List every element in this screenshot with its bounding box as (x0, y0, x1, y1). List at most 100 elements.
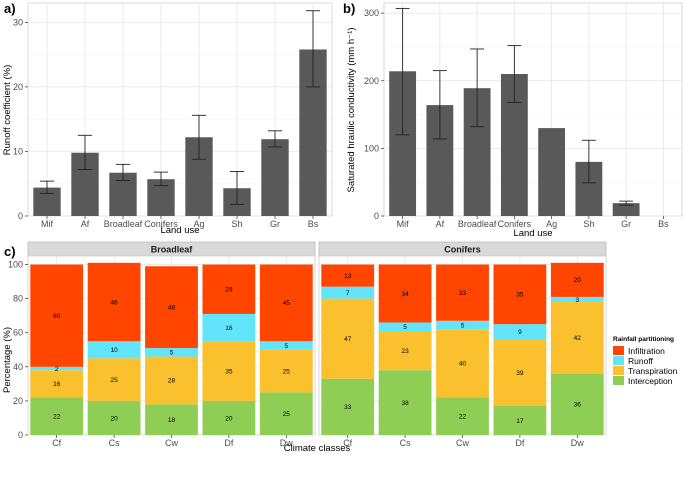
a-x-tick-label: Bs (308, 219, 319, 229)
c-value-label: 22 (459, 414, 467, 421)
c-x-tick-label: Cf (343, 438, 352, 448)
c-value-label: 20 (225, 415, 233, 422)
c-segment-conifers-df-infiltration (493, 264, 547, 325)
legend-label-transpiration: Transpiration (628, 366, 678, 376)
c-value-label: 60 (53, 313, 61, 320)
c-segment-broadleaf-cf-infiltration (30, 264, 84, 367)
c-segment-conifers-cs-runoff (378, 322, 432, 332)
legend-title: Rainfall partitioning (613, 336, 674, 343)
b-y-tick-label: 100 (364, 143, 379, 153)
legend-items: InfiltrationRunoffTranspirationIntercept… (613, 346, 678, 386)
panel-c-y-title: Percentage (%) (2, 327, 13, 393)
c-segment-conifers-cs-infiltration (378, 264, 432, 323)
c-value-label: 47 (344, 336, 352, 343)
c-segment-broadleaf-cf-runoff (30, 366, 84, 371)
c-segment-broadleaf-cw-transpiration (145, 356, 198, 405)
panel-a-label: a) (4, 1, 16, 16)
c-value-label: 7 (346, 290, 350, 297)
c-y-tick-label: 80 (13, 294, 23, 304)
c-x-tick-label: Cs (400, 438, 411, 448)
a-bar-gr (261, 139, 289, 216)
a-x-tick-label: Gr (270, 219, 280, 229)
c-y-tick-label: 20 (13, 396, 23, 406)
b-x-tick-label: Bs (658, 219, 669, 229)
a-x-tick-label: Sh (231, 219, 242, 229)
panel-b-x-ticks: Mif Af Broadleaf Conifers Ag Sh Gr Bs (397, 216, 669, 229)
c-segment-conifers-cw-interception (436, 397, 489, 435)
c-value-label: 40 (459, 361, 467, 368)
c-segment-broadleaf-cs-runoff (87, 341, 141, 359)
c-value-label: 20 (574, 277, 582, 284)
panel-b-y-ticks: 0 100 200 300 (364, 8, 384, 221)
panel-b: b) 0 100 200 300 Mif Af Broadleaf Conifers Ag Sh… (343, 1, 683, 239)
c-value-label: 25 (283, 368, 291, 375)
c-segment-conifers-cf-interception (321, 378, 375, 435)
c-value-label: 33 (459, 290, 467, 297)
c-value-label: 45 (283, 300, 291, 307)
c-segment-broadleaf-dw-runoff (259, 341, 313, 350)
a-x-tick-label: Broadleaf (104, 219, 143, 229)
b-x-tick-label: Gr (621, 219, 631, 229)
a-y-tick-label: 0 (18, 211, 23, 221)
c-value-label: 22 (53, 414, 61, 421)
legend-label-interception: Interception (628, 376, 673, 386)
c-x-tick-label: Df (515, 438, 524, 448)
c-x-tick-label: Cs (109, 438, 120, 448)
b-y-tick-label: 200 (364, 76, 379, 86)
c-segment-broadleaf-cw-interception (145, 404, 198, 435)
c-value-label: 3 (575, 297, 579, 304)
b-y-tick-label: 300 (364, 8, 379, 18)
panel-c: c) Broadleaf Conifers 22 16 2 60 20 25 10 46 18 2… (2, 241, 678, 454)
b-x-tick-label: Sh (583, 219, 594, 229)
c-segment-broadleaf-df-runoff (202, 313, 256, 342)
c-value-label: 18 (168, 417, 176, 424)
a-x-tick-label: Mif (41, 219, 53, 229)
c-segment-conifers-cf-transpiration (321, 298, 375, 379)
b-x-tick-label: Af (436, 219, 445, 229)
panel-b-x-title: Land use (513, 228, 552, 239)
b-x-tick-label: Ag (546, 219, 557, 229)
c-y-tick-label: 0 (18, 430, 23, 440)
panel-a-error-bars (39, 10, 321, 205)
c-value-label: 5 (284, 343, 288, 350)
legend: Rainfall partitioning InfiltrationRunoff… (613, 336, 678, 386)
c-segment-conifers-cw-infiltration (436, 264, 489, 321)
c-value-label: 38 (401, 400, 409, 407)
c-x-tick-label: Cw (165, 438, 178, 448)
a-y-tick-label: 20 (13, 82, 23, 92)
c-segment-conifers-df-runoff (493, 324, 547, 340)
panel-c-x-title: Climate classes (284, 443, 351, 454)
c-value-label: 16 (53, 381, 61, 388)
panel-a-x-ticks: Mif Af Broadleaf Conifers Ag Sh Gr Bs (41, 216, 319, 229)
c-y-tick-label: 100 (8, 260, 23, 270)
panel-c-y-ticks: 0 20 40 60 80 100 (8, 260, 28, 440)
panel-a-bars (33, 49, 327, 216)
c-segment-conifers-cw-runoff (436, 320, 489, 330)
b-bar-gr (612, 203, 640, 216)
c-segment-conifers-dw-interception (550, 373, 604, 435)
c-segment-broadleaf-cs-infiltration (87, 262, 141, 342)
panel-a-x-title: Land use (160, 225, 199, 236)
c-value-label: 5 (461, 322, 465, 329)
c-value-label: 25 (110, 377, 118, 384)
a-x-tick-label: Conifers (144, 219, 178, 229)
c-segment-conifers-dw-runoff (550, 296, 604, 303)
c-value-label: 5 (403, 324, 407, 331)
c-segment-broadleaf-cs-transpiration (87, 358, 141, 401)
a-y-tick-label: 30 (13, 17, 23, 27)
c-x-tick-label: Df (224, 438, 233, 448)
a-x-tick-label: Af (81, 219, 90, 229)
c-segment-conifers-cf-infiltration (321, 264, 375, 287)
b-y-tick-label: 0 (374, 211, 379, 221)
c-value-label: 35 (225, 368, 233, 375)
panel-c-value-labels: 2216260202510461828548203516292525545334… (53, 273, 581, 425)
c-value-label: 34 (401, 291, 409, 298)
c-value-label: 42 (574, 335, 582, 342)
c-value-label: 25 (283, 411, 291, 418)
c-segment-broadleaf-df-transpiration (202, 341, 256, 401)
c-segment-broadleaf-dw-infiltration (259, 264, 313, 342)
legend-key-runoff (613, 356, 624, 365)
c-segment-conifers-cs-interception (378, 370, 432, 435)
b-x-tick-label: Broadleaf (458, 219, 497, 229)
